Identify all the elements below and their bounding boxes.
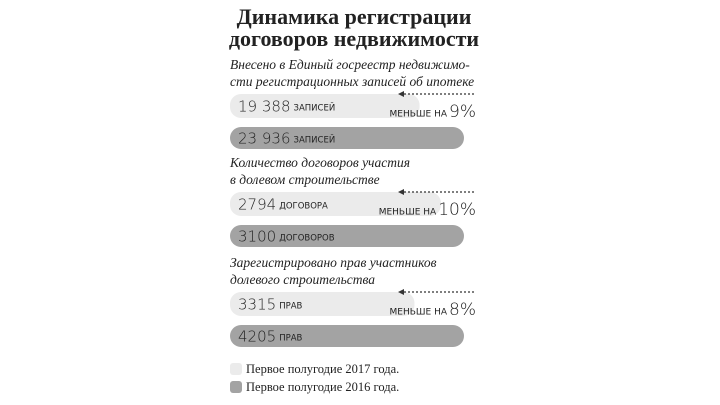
bar	[230, 325, 464, 347]
unit-label: прав	[279, 334, 302, 344]
panel-label: Зарегистрировано прав участников	[230, 255, 437, 270]
unit-label: записей	[294, 102, 336, 114]
value-label: 3315	[238, 296, 276, 314]
value-label: 4205	[238, 328, 276, 346]
legend-swatch	[230, 381, 242, 393]
bar	[230, 225, 464, 247]
unit-label: договоров	[279, 234, 335, 244]
change-value: 8%	[449, 300, 476, 320]
unit-label: договора	[279, 202, 328, 212]
legend-label: Первое полугодие 2017 года.	[246, 362, 399, 376]
legend-label: Первое полугодие 2016 года.	[246, 380, 399, 394]
panel-label: сти регистрационных записей об ипотеке	[230, 74, 474, 89]
value-label: 3100	[238, 228, 276, 246]
arrow-head	[398, 189, 404, 195]
legend-swatch	[230, 363, 242, 375]
bar	[230, 292, 415, 316]
panel-label: долевого строительства	[230, 272, 375, 287]
change-text: меньше на	[390, 308, 448, 318]
chart-title: Динамика регистрации	[237, 4, 472, 29]
arrow-head	[398, 289, 404, 295]
chart-title: договоров недвижимости	[229, 26, 480, 51]
bar	[230, 127, 464, 149]
change-text: меньше на	[390, 110, 448, 120]
change-value: 10%	[438, 200, 476, 220]
panel-label: в долевом строительстве	[230, 172, 380, 187]
unit-label: записей	[294, 134, 336, 146]
panel-label: Количество договоров участия	[229, 155, 410, 170]
value-label: 23 936	[238, 130, 291, 148]
value-label: 2794	[238, 196, 276, 214]
change-text: меньше на	[379, 208, 437, 218]
change-value: 9%	[449, 102, 476, 122]
value-label: 19 388	[238, 98, 291, 116]
panel-label: Внесено в Единый госреестр недвижимо-	[230, 57, 470, 72]
bar	[230, 94, 420, 118]
arrow-head	[398, 91, 404, 97]
unit-label: прав	[279, 302, 302, 312]
bar	[230, 192, 441, 216]
